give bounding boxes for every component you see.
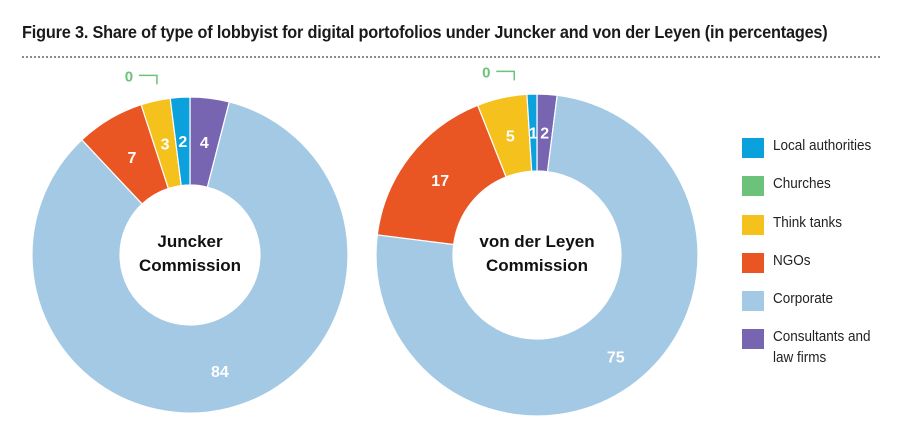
slice-local-authorities: [526, 93, 538, 172]
center-label: Commission: [139, 256, 241, 275]
legend-swatch: [742, 329, 764, 349]
value-label: 3: [161, 137, 170, 154]
value-label: 0: [125, 68, 133, 85]
zero-leader-line: [496, 70, 516, 81]
donut-chart-2: 2 75 17 5 0 1 von der Leyen Commission: [375, 64, 699, 417]
slice-ngos: [376, 104, 507, 246]
donut-chart-1: 4 84 7 3 0 2 Juncker Commission: [31, 68, 349, 414]
value-label: 75: [607, 350, 625, 367]
value-label: 2: [540, 126, 549, 143]
title-divider: [22, 56, 880, 58]
value-label: 84: [211, 364, 229, 381]
figure-title: Figure 3. Share of type of lobbyist for …: [22, 22, 828, 42]
value-label: 4: [200, 135, 209, 152]
value-label: 2: [178, 134, 187, 151]
legend-label: Local authorities: [773, 137, 872, 154]
legend-label: Consultants and law firms: [773, 328, 871, 366]
legend-label: Think tanks: [773, 214, 843, 231]
value-label: 7: [128, 150, 137, 167]
value-label: 17: [431, 173, 449, 190]
legend-swatch: [742, 138, 764, 158]
legend-label: Churches: [773, 175, 831, 192]
legend-swatch: [742, 253, 764, 273]
slice-local-authorities: [169, 96, 191, 187]
center-label: Juncker: [157, 232, 223, 251]
legend-swatch: [742, 215, 764, 235]
legend-label: NGOs: [773, 252, 811, 269]
center-label: Commission: [486, 256, 588, 275]
center-label: von der Leyen: [479, 232, 594, 251]
legend-swatch: [742, 176, 764, 196]
value-label: 0: [482, 64, 490, 81]
legend-swatch: [742, 291, 764, 311]
legend-label: Corporate: [773, 290, 834, 307]
value-label: 1: [529, 126, 538, 143]
zero-leader-line: [138, 74, 158, 85]
slice-corporate: [375, 94, 699, 417]
slice-corporate: [31, 101, 349, 414]
value-label: 5: [506, 128, 515, 145]
